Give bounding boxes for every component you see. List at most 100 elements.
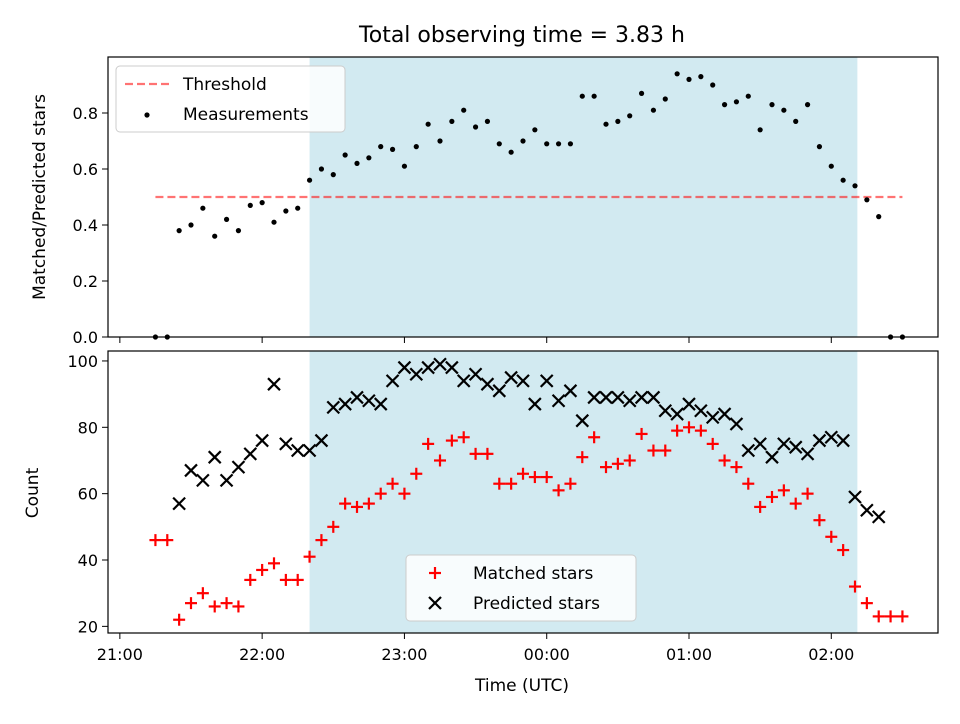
matched-star-marker bbox=[279, 573, 292, 586]
predicted-star-marker bbox=[682, 397, 696, 411]
matched-star-marker bbox=[777, 484, 790, 497]
top-y-tick-label: 0.2 bbox=[73, 272, 98, 291]
top-x-ticks bbox=[119, 337, 832, 343]
measurement-point bbox=[247, 202, 253, 208]
predicted-star-marker bbox=[433, 357, 447, 372]
measurement-point bbox=[781, 107, 787, 113]
matched-star-marker bbox=[161, 534, 174, 547]
legend-measurements-swatch bbox=[144, 112, 150, 118]
bottom-y-axis-label: Count bbox=[23, 467, 43, 518]
predicted-star-marker bbox=[279, 437, 293, 451]
measurement-point bbox=[425, 121, 431, 127]
matched-star-marker bbox=[849, 580, 861, 593]
top-axes-frame bbox=[107, 56, 939, 338]
measurement-point bbox=[283, 208, 289, 214]
predicted-star-marker bbox=[445, 360, 459, 375]
matched-star-marker bbox=[730, 461, 743, 474]
x-tick-label: 22:00 bbox=[239, 645, 285, 664]
measurement-point bbox=[544, 141, 550, 147]
measurement-points bbox=[152, 71, 906, 340]
predicted-star-marker bbox=[231, 460, 246, 474]
predicted-star-marker bbox=[480, 377, 495, 391]
measurement-point bbox=[650, 107, 657, 113]
measurement-point bbox=[342, 152, 348, 158]
predicted-star-marker bbox=[362, 393, 376, 408]
matched-star-marker bbox=[801, 487, 814, 500]
bottom-legend: Matched stars Predicted stars bbox=[405, 554, 637, 622]
predicted-star-marker bbox=[800, 447, 815, 461]
predicted-star-marker bbox=[456, 374, 471, 388]
matched-star-marker bbox=[813, 514, 826, 527]
chart-title: Total observing time = 3.83 h bbox=[358, 23, 685, 48]
measurement-point bbox=[520, 138, 526, 144]
predicted-star-marker bbox=[694, 403, 708, 418]
legend-matched-label: Matched stars bbox=[473, 564, 593, 584]
matched-star-marker bbox=[256, 563, 269, 576]
measurement-point bbox=[603, 121, 609, 127]
measurement-point bbox=[698, 74, 704, 80]
legend-matched-swatch bbox=[429, 567, 441, 579]
top-y-tick-label: 0.0 bbox=[73, 328, 98, 347]
bottom-panel: 20 40 60 80 100 21:00 22:00 23:00 00:00 01:00 02:… bbox=[23, 350, 939, 696]
x-tick-label: 23:00 bbox=[381, 645, 427, 664]
predicted-star-marker bbox=[753, 437, 767, 451]
legend-predicted-label: Predicted stars bbox=[473, 594, 600, 614]
measurement-point bbox=[532, 127, 538, 133]
predicted-star-marker bbox=[741, 443, 756, 458]
measurement-point bbox=[235, 228, 242, 234]
predicted-star-marker bbox=[338, 397, 352, 411]
matched-star-marker bbox=[528, 471, 541, 484]
measurement-point bbox=[793, 118, 799, 124]
predicted-star-marker bbox=[646, 390, 661, 405]
measurement-point bbox=[200, 205, 206, 211]
measurement-point bbox=[413, 144, 419, 150]
predicted-star-marker bbox=[468, 367, 483, 382]
bottom-y-tick-label: 40 bbox=[78, 551, 98, 570]
matched-star-marker bbox=[872, 610, 885, 623]
matched-star-marker bbox=[268, 557, 280, 570]
matched-star-marker bbox=[327, 520, 340, 533]
predicted-star-marker bbox=[765, 450, 779, 464]
predicted-star-marker bbox=[551, 393, 566, 408]
measurement-point bbox=[295, 205, 301, 211]
matched-star-marker bbox=[576, 451, 589, 464]
bottom-y-tick-label: 80 bbox=[78, 418, 98, 437]
measurement-point bbox=[318, 166, 325, 172]
matched-star-marker bbox=[517, 467, 529, 480]
matched-star-marker bbox=[754, 500, 767, 513]
matched-stars-points bbox=[149, 421, 909, 626]
matched-star-marker bbox=[220, 597, 233, 610]
matched-star-marker bbox=[208, 600, 221, 613]
matched-star-marker bbox=[647, 444, 660, 457]
matched-star-marker bbox=[149, 534, 162, 547]
matched-star-marker bbox=[232, 600, 245, 613]
predicted-star-marker bbox=[504, 370, 518, 385]
matched-star-marker bbox=[671, 424, 684, 437]
predicted-star-marker bbox=[836, 433, 850, 448]
predicted-star-marker bbox=[373, 397, 388, 411]
matched-star-marker bbox=[196, 587, 209, 600]
measurement-point bbox=[223, 216, 230, 222]
measurement-point bbox=[804, 102, 811, 108]
predicted-star-marker bbox=[302, 443, 317, 458]
top-legend-box bbox=[115, 65, 346, 133]
predicted-stars-points bbox=[172, 357, 886, 524]
bottom-y-ticks: 20 40 60 80 100 bbox=[67, 352, 108, 636]
predicted-star-marker bbox=[255, 433, 269, 448]
matched-star-marker bbox=[505, 477, 518, 490]
matched-star-marker bbox=[362, 497, 375, 510]
matched-star-marker bbox=[315, 534, 328, 547]
predicted-star-marker bbox=[824, 430, 839, 445]
matched-star-marker bbox=[386, 477, 399, 490]
predicted-star-marker bbox=[812, 433, 827, 448]
predicted-star-marker bbox=[528, 397, 542, 411]
matched-star-marker bbox=[291, 573, 304, 586]
measurement-point bbox=[461, 107, 467, 113]
matched-star-marker bbox=[398, 487, 411, 500]
matched-star-marker bbox=[884, 610, 897, 623]
predicted-star-marker bbox=[563, 384, 578, 398]
measurement-point bbox=[389, 146, 396, 152]
measurement-point bbox=[828, 163, 834, 169]
matched-star-marker bbox=[303, 550, 316, 563]
measurement-point bbox=[852, 183, 858, 189]
